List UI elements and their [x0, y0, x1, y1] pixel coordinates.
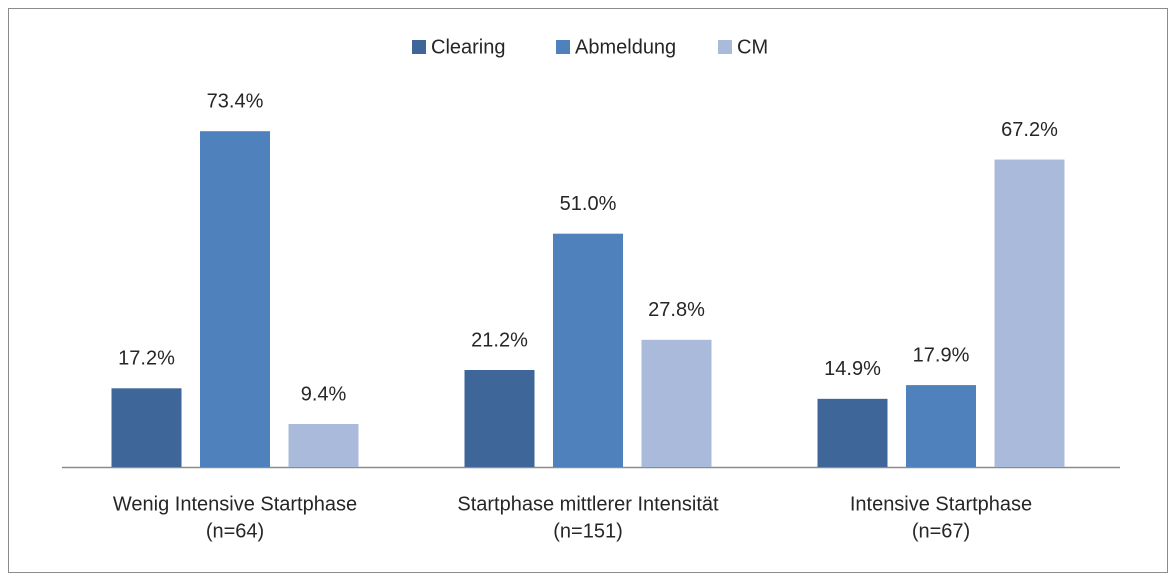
x-tick-label: (n=64): [206, 520, 264, 542]
x-tick-label: Intensive Startphase: [850, 493, 1032, 515]
bar: [111, 388, 182, 467]
legend-swatch: [718, 40, 732, 54]
legend-label: Abmeldung: [575, 36, 676, 58]
legend-swatch: [412, 40, 426, 54]
data-label: 27.8%: [648, 299, 705, 321]
legend-label: Clearing: [431, 36, 505, 58]
x-tick-label: Wenig Intensive Startphase: [113, 493, 357, 515]
bar: [464, 370, 535, 467]
data-label: 21.2%: [471, 329, 528, 351]
bar: [994, 159, 1065, 467]
bar: [906, 385, 976, 467]
bar: [553, 233, 623, 467]
bar: [288, 423, 359, 467]
bar: [641, 339, 712, 467]
legend-label: CM: [737, 36, 768, 58]
data-label: 14.9%: [824, 358, 881, 380]
bar: [817, 398, 888, 467]
data-label: 67.2%: [1001, 119, 1058, 141]
data-label: 51.0%: [560, 193, 617, 215]
data-label: 9.4%: [301, 383, 347, 405]
legend-swatch: [556, 40, 570, 54]
x-tick-label: (n=151): [553, 520, 623, 542]
bar: [200, 131, 270, 467]
data-label: 73.4%: [207, 90, 264, 112]
x-tick-label: (n=67): [912, 520, 970, 542]
data-label: 17.9%: [913, 344, 970, 366]
x-tick-label: Startphase mittlerer Intensität: [457, 493, 719, 515]
data-label: 17.2%: [118, 348, 175, 370]
